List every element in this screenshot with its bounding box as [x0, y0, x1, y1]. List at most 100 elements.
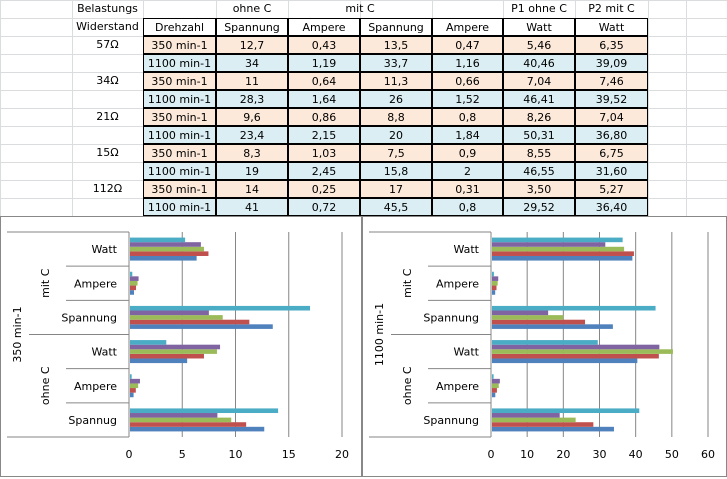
table-cell-drehzahl[interactable]: 350 min-1: [143, 108, 216, 126]
table-cell-u2[interactable]: 8,8: [360, 108, 432, 126]
table-cell-drehzahl[interactable]: 1100 min-1: [143, 126, 216, 144]
bar-21Ω[interactable]: [492, 315, 564, 320]
table-cell-p1[interactable]: 3,50: [503, 180, 575, 198]
table-cell-u2[interactable]: 13,5: [360, 36, 432, 54]
bar-15Ω[interactable]: [492, 344, 660, 350]
header-ampere[interactable]: Ampere: [432, 18, 503, 36]
table-cell-drehzahl[interactable]: 350 min-1: [143, 36, 216, 54]
header-widerstand[interactable]: Widerstand: [76, 20, 139, 33]
table-cell-u2[interactable]: 26: [360, 90, 432, 108]
header-watt[interactable]: Watt: [503, 18, 575, 36]
table-cell-p1[interactable]: 46,55: [503, 162, 575, 180]
bar-21Ω[interactable]: [130, 383, 139, 389]
table-cell-drehzahl[interactable]: 1100 min-1: [143, 90, 216, 108]
widerstand-cell[interactable]: [72, 54, 143, 72]
table-cell-p2[interactable]: 39,09: [575, 54, 648, 72]
bar-57Ω[interactable]: [492, 290, 496, 295]
bar-34Ω[interactable]: [492, 285, 497, 291]
header-ohne-c[interactable]: ohne C: [232, 2, 272, 15]
bar-112Ω[interactable]: [492, 271, 494, 277]
bar-112Ω[interactable]: [130, 374, 132, 379]
bar-112Ω[interactable]: [492, 305, 656, 311]
bar-34Ω[interactable]: [492, 422, 594, 427]
bar-15Ω[interactable]: [492, 276, 499, 281]
table-cell-u1[interactable]: 28,3: [216, 90, 288, 108]
bar-112Ω[interactable]: [492, 237, 623, 243]
bar-21Ω[interactable]: [492, 246, 625, 252]
table-cell-i2[interactable]: 0,47: [432, 36, 503, 54]
widerstand-cell[interactable]: [72, 198, 143, 216]
table-cell-u2[interactable]: 17: [360, 180, 432, 198]
table-cell-i1[interactable]: 0,25: [288, 180, 360, 198]
bar-21Ω[interactable]: [492, 417, 576, 423]
bar-15Ω[interactable]: [492, 413, 560, 418]
table-cell-i1[interactable]: 0,72: [288, 198, 360, 216]
table-cell-u2[interactable]: 45,5: [360, 198, 432, 216]
bar-21Ω[interactable]: [492, 349, 673, 354]
bar-57Ω[interactable]: [130, 392, 134, 398]
bar-34Ω[interactable]: [130, 319, 250, 325]
bar-112Ω[interactable]: [492, 340, 598, 345]
table-cell-u2[interactable]: 20: [360, 126, 432, 144]
bar-112Ω[interactable]: [130, 237, 186, 243]
bar-21Ω[interactable]: [492, 383, 499, 389]
table-cell-p2[interactable]: 7,46: [575, 72, 648, 90]
table-cell-p2[interactable]: 31,60: [575, 162, 648, 180]
bar-112Ω[interactable]: [492, 408, 640, 414]
header-belastungs[interactable]: Belastungs: [77, 2, 138, 15]
table-cell-p1[interactable]: 7,04: [503, 72, 575, 90]
table-cell-i2[interactable]: 1,16: [432, 54, 503, 72]
widerstand-cell[interactable]: [72, 126, 143, 144]
table-cell-drehzahl[interactable]: 350 min-1: [143, 180, 216, 198]
chart-350[interactable]: 0 5 10 15 20 Watt Ampere Spannung mit C Watt Amper…: [0, 216, 362, 477]
table-cell-drehzahl[interactable]: 1100 min-1: [143, 198, 216, 216]
bar-112Ω[interactable]: [130, 408, 279, 414]
table-cell-drehzahl[interactable]: 1100 min-1: [143, 54, 216, 72]
bar-21Ω[interactable]: [492, 280, 498, 286]
bar-57Ω[interactable]: [492, 255, 633, 261]
table-cell-u1[interactable]: 12,7: [216, 36, 288, 54]
table-cell-u1[interactable]: 34: [216, 54, 288, 72]
bar-57Ω[interactable]: [492, 392, 496, 398]
table-cell-u1[interactable]: 23,4: [216, 126, 288, 144]
table-cell-p1[interactable]: 8,55: [503, 144, 575, 162]
header-drehzahl[interactable]: Drehzahl: [143, 18, 216, 36]
header-mit-c[interactable]: mit C: [345, 2, 375, 15]
table-cell-i1[interactable]: 0,43: [288, 36, 360, 54]
bar-15Ω[interactable]: [492, 310, 549, 316]
table-cell-u2[interactable]: 15,8: [360, 162, 432, 180]
table-cell-p1[interactable]: 29,52: [503, 198, 575, 216]
table-cell-p2[interactable]: 36,80: [575, 126, 648, 144]
table-cell-i2[interactable]: 0,8: [432, 108, 503, 126]
bar-21Ω[interactable]: [130, 246, 204, 252]
bar-57Ω[interactable]: [130, 324, 273, 329]
table-cell-u1[interactable]: 9,6: [216, 108, 288, 126]
bar-112Ω[interactable]: [130, 305, 311, 311]
bar-57Ω[interactable]: [492, 426, 614, 432]
table-cell-p1[interactable]: 5,46: [503, 36, 575, 54]
table-cell-u2[interactable]: 7,5: [360, 144, 432, 162]
bar-15Ω[interactable]: [130, 378, 140, 384]
widerstand-cell[interactable]: 15Ω: [96, 146, 119, 159]
bar-15Ω[interactable]: [130, 242, 201, 247]
bar-112Ω[interactable]: [492, 374, 494, 379]
bar-34Ω[interactable]: [492, 388, 497, 393]
table-cell-i2[interactable]: 1,52: [432, 90, 503, 108]
table-cell-p2[interactable]: 5,27: [575, 180, 648, 198]
table-cell-drehzahl[interactable]: 350 min-1: [143, 144, 216, 162]
table-cell-p2[interactable]: 7,04: [575, 108, 648, 126]
table-cell-i1[interactable]: 0,86: [288, 108, 360, 126]
widerstand-cell[interactable]: 112Ω: [92, 182, 123, 195]
table-cell-u1[interactable]: 8,3: [216, 144, 288, 162]
header-spannung[interactable]: Spannung: [216, 18, 288, 36]
bar-57Ω[interactable]: [492, 358, 638, 364]
table-cell-u1[interactable]: 41: [216, 198, 288, 216]
header-p2[interactable]: P2 mit C: [588, 2, 635, 15]
bar-34Ω[interactable]: [130, 285, 137, 291]
header-ampere[interactable]: Ampere: [288, 18, 360, 36]
bar-112Ω[interactable]: [130, 340, 167, 345]
table-cell-u2[interactable]: 33,7: [360, 54, 432, 72]
table-cell-p1[interactable]: 8,26: [503, 108, 575, 126]
table-cell-p1[interactable]: 40,46: [503, 54, 575, 72]
widerstand-cell[interactable]: 21Ω: [96, 110, 119, 123]
